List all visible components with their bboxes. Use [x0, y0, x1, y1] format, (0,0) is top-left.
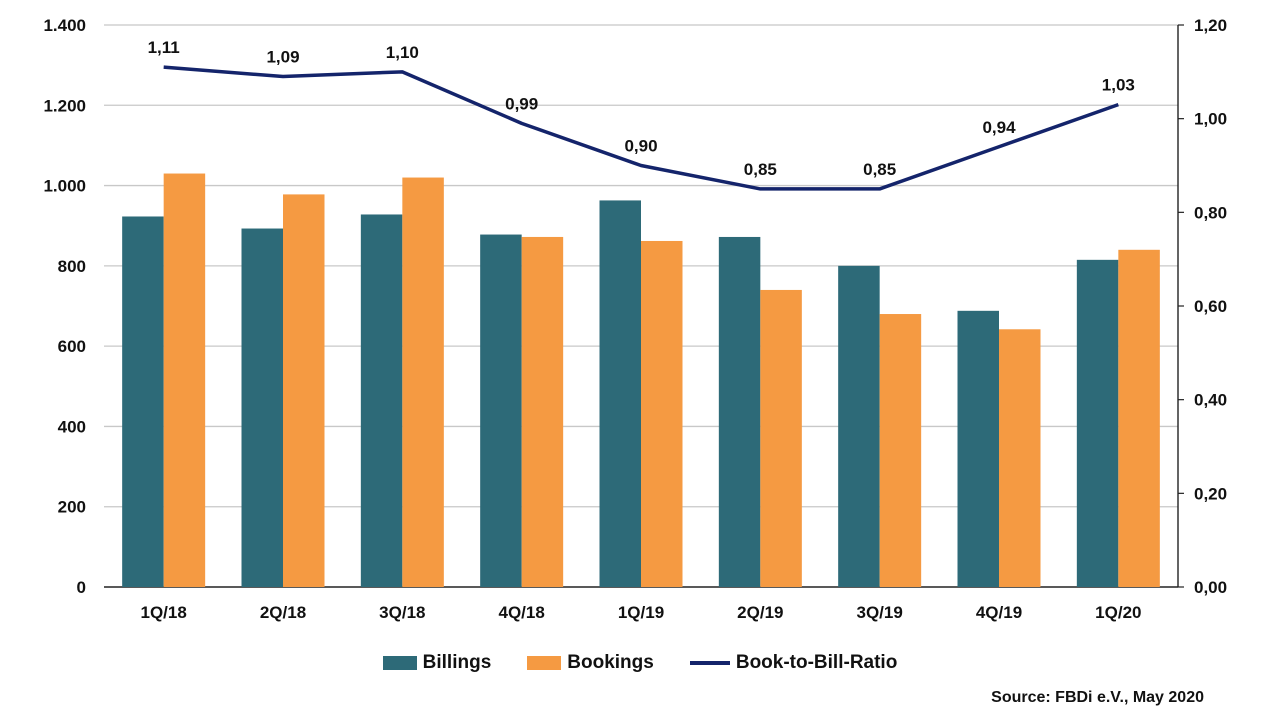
source-note: Source: FBDi e.V., May 2020: [991, 689, 1204, 706]
bar-bookings: [1118, 249, 1160, 588]
bar-bookings: [521, 236, 564, 587]
legend-item-billings: Billings: [382, 652, 492, 674]
x-tick-label: 4Q/18: [499, 603, 545, 622]
ratio-data-label: 1,03: [1102, 76, 1135, 95]
ratio-data-label: 0,85: [863, 160, 896, 179]
y-left-tick-label: 1.000: [43, 177, 86, 196]
x-tick-label: 4Q/19: [976, 603, 1022, 622]
y-right-tick-label: 1,20: [1194, 16, 1227, 35]
bar-bookings: [641, 240, 683, 587]
x-tick-label: 2Q/18: [260, 603, 306, 622]
x-tick-label: 1Q/19: [618, 603, 664, 622]
bar-billings: [241, 228, 283, 587]
x-tick-label: 3Q/18: [379, 603, 425, 622]
y-right-tick-label: 0,00: [1194, 578, 1227, 597]
legend-label-ratio: Book-to-Bill-Ratio: [735, 652, 898, 673]
bar-billings: [838, 265, 880, 587]
legend-swatch-billings: [382, 656, 417, 670]
y-left-tick-label: 1.200: [43, 96, 86, 115]
bar-bookings: [879, 314, 922, 587]
ratio-data-label: 0,94: [982, 118, 1016, 137]
bar-bookings: [402, 177, 444, 588]
bar-billings: [718, 236, 761, 587]
bar-billings: [480, 234, 522, 587]
y-left-tick-label: 200: [58, 498, 86, 517]
legend-label-billings: Billings: [422, 652, 492, 673]
bar-billings: [1076, 259, 1119, 587]
ratio-data-label: 1,11: [148, 38, 180, 57]
y-left-tick-label: 400: [58, 417, 86, 436]
y-right-tick-label: 1,00: [1194, 110, 1227, 129]
bar-bookings: [999, 329, 1041, 587]
legend-item-bookings: Bookings: [527, 652, 654, 674]
y-right-tick-label: 0,40: [1194, 391, 1227, 410]
ratio-line: [163, 65, 1119, 191]
ratio-data-label: 0,99: [505, 94, 538, 113]
y-right-tick-label: 0,20: [1194, 484, 1227, 503]
legend-item-ratio: Book-to-Bill-Ratio: [689, 652, 898, 674]
y-right-tick-label: 0,80: [1194, 203, 1227, 222]
x-tick-label: 1Q/20: [1095, 603, 1141, 622]
x-tick-label: 1Q/18: [141, 603, 187, 622]
y-right-tick-label: 0,60: [1194, 297, 1227, 316]
ratio-data-label: 0,85: [744, 160, 777, 179]
y-left-tick-label: 1.400: [43, 16, 86, 35]
bar-billings: [360, 214, 403, 587]
legend-swatch-ratio: [689, 661, 730, 665]
bar-bookings: [163, 173, 206, 587]
chart: 0 200 400 600 800 1.000 1.200 1.400 0,00 0,20 0,40…: [43, 16, 1227, 622]
bar-billings: [599, 200, 641, 587]
legend: Billings Bookings Book-to-Bill-Ratio: [0, 652, 1280, 674]
ratio-data-label: 0,90: [624, 137, 657, 156]
x-tick-label: 3Q/19: [857, 603, 903, 622]
ratio-data-label: 1,10: [386, 43, 419, 62]
ratio-data-label: 1,09: [266, 48, 299, 67]
y-left-tick-label: 0: [77, 578, 86, 597]
y-left-tick-label: 600: [58, 337, 86, 356]
legend-label-bookings: Bookings: [567, 652, 654, 673]
x-tick-label: 2Q/19: [737, 603, 783, 622]
legend-swatch-bookings: [527, 656, 562, 670]
bar-billings: [957, 310, 999, 587]
bar-billings: [122, 216, 164, 587]
y-left-tick-label: 800: [58, 257, 86, 276]
bar-bookings: [283, 194, 325, 587]
bar-bookings: [760, 289, 802, 587]
